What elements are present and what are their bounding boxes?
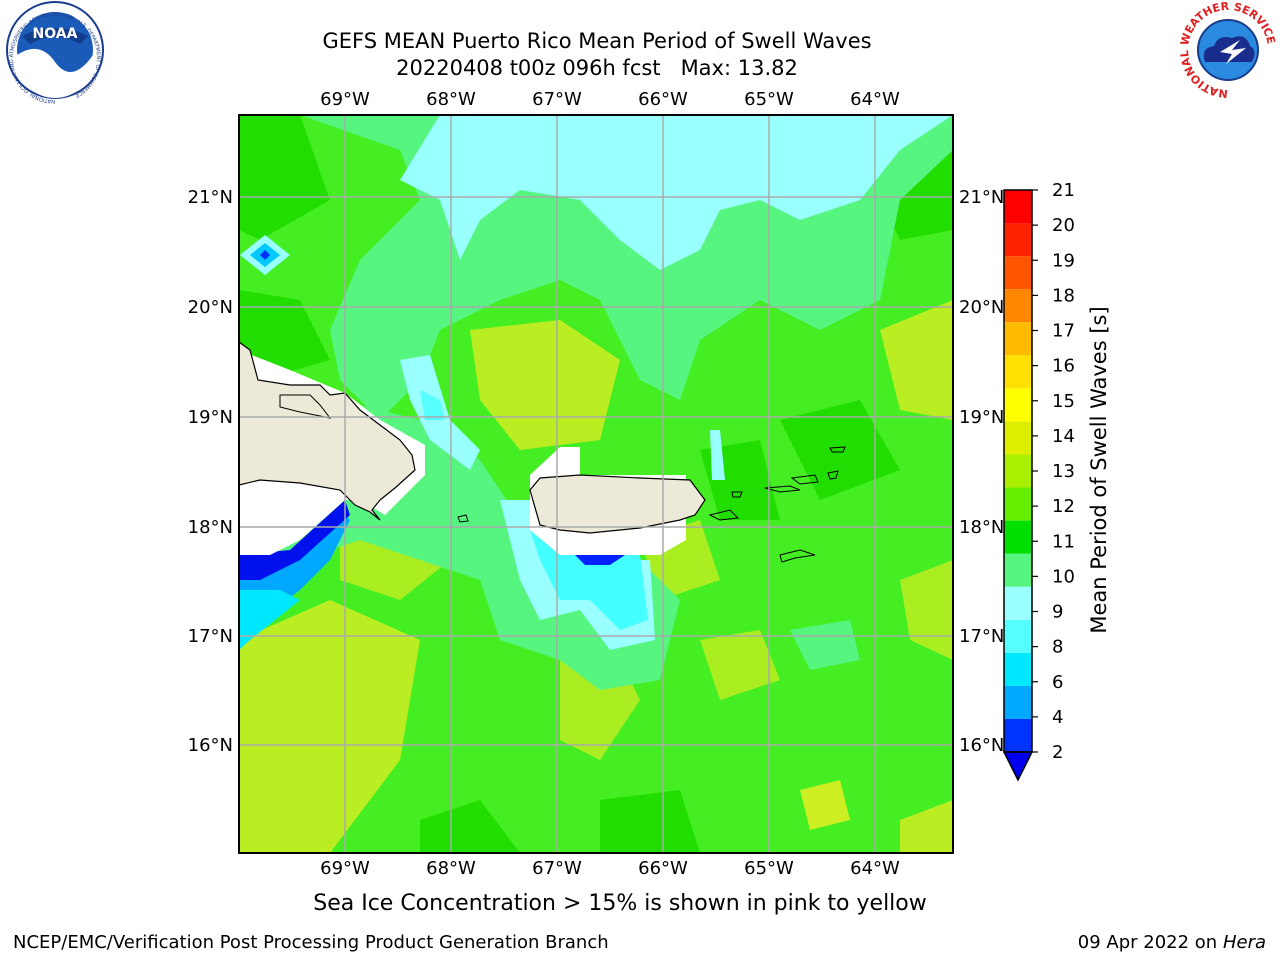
colorbar-swatch [1004,322,1032,356]
colorbar-tick-label: 13 [1052,461,1075,482]
lat-labels-left: 21°N 20°N 19°N 18°N 17°N 16°N [188,187,233,756]
colorbar-tick-label: 15 [1052,391,1075,412]
colorbar-under-arrow [1002,751,1034,782]
map-title: GEFS MEAN Puerto Rico Mean Period of Swe… [322,29,872,53]
lon-labels-top: 69°W 68°W 67°W 66°W 65°W 64°W [320,89,900,110]
colorbar-tick-label: 11 [1052,531,1075,552]
lat-label: 20°N [959,297,1004,318]
colorbar-swatch [1004,388,1032,422]
colorbar-swatch [1004,190,1032,224]
map-subtitle: 20220408 t00z 096h fcst Max: 13.82 [396,56,798,80]
lon-labels-bottom: 69°W 68°W 67°W 66°W 65°W 64°W [320,858,900,879]
colorbar-tick-label: 10 [1052,566,1075,587]
run-date: 09 Apr 2022 on Hera [1078,932,1266,953]
lat-label: 18°N [959,517,1004,538]
lon-label: 68°W [426,858,476,879]
colorbar-swatch [1004,355,1032,389]
lat-label: 20°N [188,297,233,318]
colorbar-swatch [1004,652,1032,686]
nws-logo: NATIONAL WEATHER SERVICE [1178,0,1278,100]
colorbar-swatch [1004,487,1032,521]
colorbar-tick-label: 16 [1052,356,1075,377]
colorbar-tick-label: 9 [1052,602,1063,623]
colorbar-tick-label: 20 [1052,215,1075,236]
colorbar-swatch [1004,256,1032,290]
colorbar-tick-label: 6 [1052,672,1063,693]
lat-label: 16°N [959,735,1004,756]
colorbar-tick-label: 14 [1052,426,1075,447]
colorbar-swatch [1004,553,1032,587]
colorbar-swatch [1004,454,1032,488]
colorbar-swatch [1004,586,1032,620]
colorbar-swatch [1004,421,1032,455]
colorbar-swatch [1004,619,1032,653]
lat-label: 19°N [959,407,1004,428]
lon-label: 64°W [850,89,900,110]
lon-label: 67°W [532,89,582,110]
colorbar-swatch [1004,223,1032,257]
colorbar-tick-label: 17 [1052,321,1075,342]
graticule [239,115,953,853]
lon-label: 68°W [426,89,476,110]
sea-ice-note: Sea Ice Concentration > 15% is shown in … [313,891,927,916]
noaa-logo: NOAA NATIONAL OCEANIC AND ATMOSPHERIC AD… [6,1,104,104]
lon-label: 69°W [320,858,370,879]
lon-label: 66°W [638,858,688,879]
lat-labels-right: 21°N 20°N 19°N 18°N 17°N 16°N [959,187,1004,756]
colorbar-tick-label: 19 [1052,250,1075,271]
lat-label: 21°N [188,187,233,208]
colorbar-swatch [1004,289,1032,323]
swell-period-field [239,115,953,853]
lat-label: 17°N [188,626,233,647]
lat-label: 21°N [959,187,1004,208]
colorbar-swatch [1004,520,1032,554]
colorbar-tick-label: 12 [1052,496,1075,517]
run-date-text: 09 Apr 2022 on [1077,932,1223,953]
colorbar-tick-label: 4 [1052,707,1063,728]
colorbar-label: Mean Period of Swell Waves [s] [1087,306,1111,633]
lon-label: 66°W [638,89,688,110]
lon-label: 64°W [850,858,900,879]
lon-label: 65°W [744,89,794,110]
colorbar-tick-label: 2 [1052,742,1063,763]
lon-label: 65°W [744,858,794,879]
lon-label: 69°W [320,89,370,110]
noaa-logo-text: NOAA [33,26,78,42]
lat-label: 17°N [959,626,1004,647]
lat-label: 16°N [188,735,233,756]
colorbar-swatch [1004,718,1032,752]
colorbar-swatch [1004,685,1032,719]
colorbar-tick-label: 21 [1052,180,1075,201]
credit-text: NCEP/EMC/Verification Post Processing Pr… [13,932,609,953]
colorbar-tick-label: 18 [1052,285,1075,306]
colorbar: 2 4 6 8 9 10 11 12 13 14 15 16 17 18 19 20 21 [1002,180,1075,782]
lat-label: 18°N [188,517,233,538]
colorbar-tick-label: 8 [1052,637,1063,658]
lon-label: 67°W [532,858,582,879]
lat-label: 19°N [188,407,233,428]
machine-name: Hera [1222,932,1266,953]
map-frame [238,114,954,854]
